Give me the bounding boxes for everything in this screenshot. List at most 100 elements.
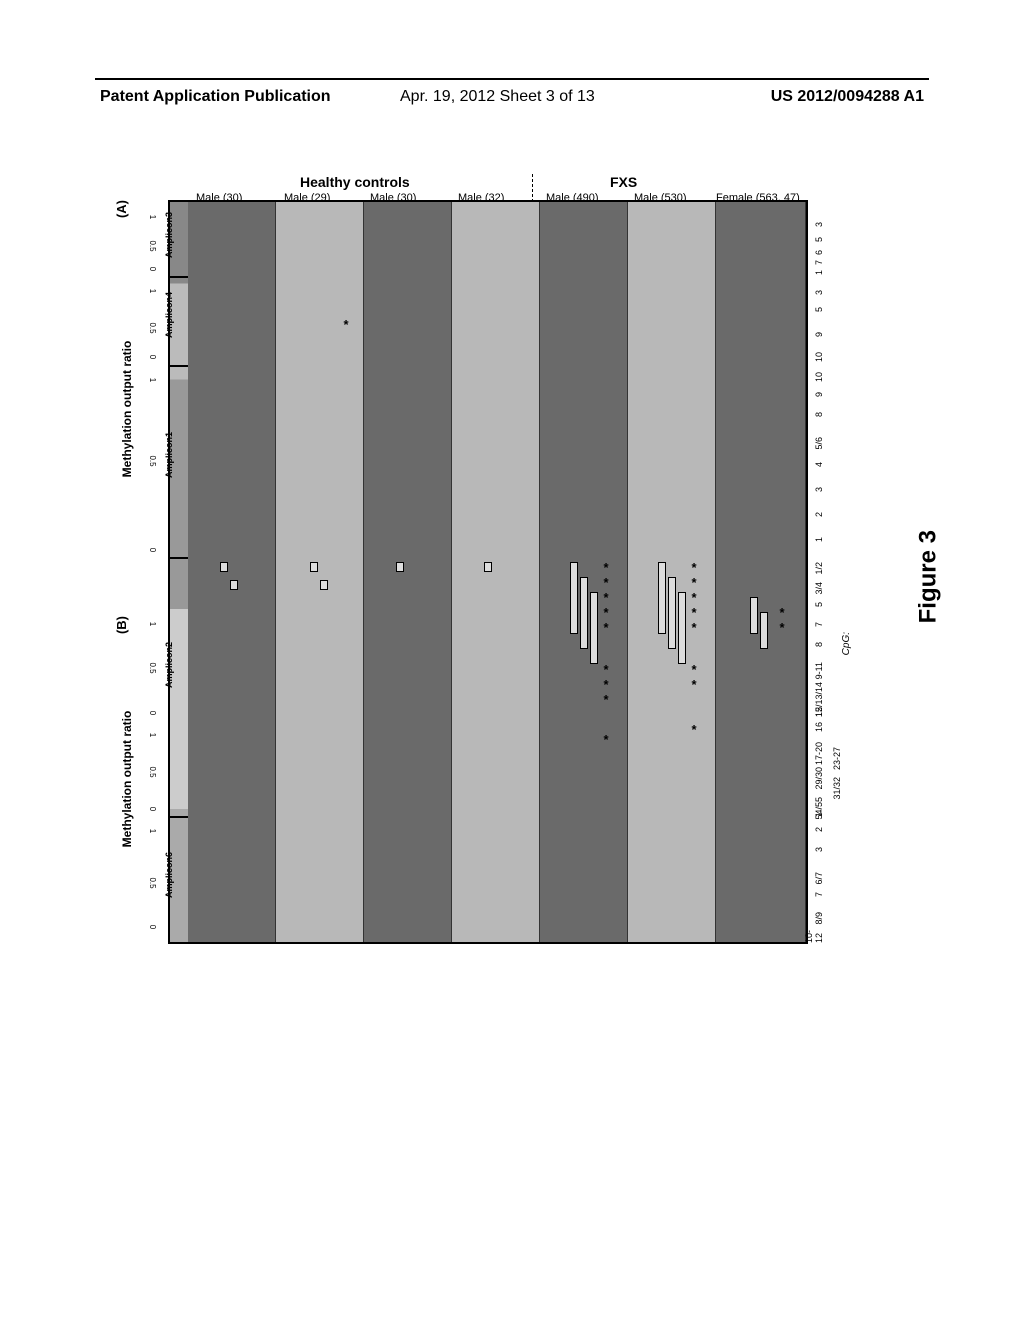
cpg-tick: 5 [814,602,824,607]
patent-page: Patent Application Publication Apr. 19, … [0,0,1024,1320]
sample-col-4 [540,202,628,942]
ytick: 0 [148,710,157,714]
star-icon: * [691,620,696,635]
bar [570,562,578,634]
cpg-tick: 3 [814,222,824,227]
bar [580,577,588,649]
ytick: 1 [148,377,157,381]
header-rule [95,78,929,80]
ytick: 0 [148,807,157,811]
ytick: 1 [148,622,157,626]
bar [484,562,492,572]
header-right: US 2012/0094288 A1 [771,88,924,106]
ytick: 0.5 [148,663,157,674]
ytick: 1 [148,733,157,737]
sample-col-0 [188,202,276,942]
bar [668,577,676,649]
bar [310,562,318,572]
cpg-tick: 6/7 [814,872,824,885]
cpg-tick: 1 [814,270,824,275]
sample-col-1 [276,202,364,942]
star-icon: * [603,692,608,707]
star-icon: * [343,317,348,332]
ytick: 0 [148,925,157,929]
cpg-tick: 7 [814,260,824,265]
cpg-tick: 16 [814,722,824,732]
cpg-tick: 23-27 [832,747,842,770]
cpg-tick: 3 [814,847,824,852]
cpg-tick: 7 [814,622,824,627]
cpg-tick: 10-12 [804,930,824,943]
star-icon: * [779,605,784,620]
ytick: 0 [148,266,157,270]
amplicon-label-strip: Amplicon3 Amplicon4 Amplicon1 Amplicon2 … [170,202,188,942]
cpg-tick: 5 [814,237,824,242]
cpg-tick: 31/32 [832,777,842,800]
cpg-tick: 5 [814,307,824,312]
group-divider-icon [532,174,533,202]
bar [220,562,228,572]
sample-col-3 [452,202,540,942]
ytick: 0 [148,548,157,552]
group-label-fxs: FXS [610,174,637,190]
bar [230,580,238,590]
star-icon: * [691,560,696,575]
star-icon: * [603,605,608,620]
y-axis-label-a: Methylation output ratio [120,341,134,478]
cpg-tick: 15 [814,707,824,717]
star-icon: * [691,722,696,737]
figure-caption: Figure 3 [914,530,942,623]
cpg-tick: 1 [814,537,824,542]
cpg-tick: 2 [814,827,824,832]
star-icon: * [603,732,608,747]
amplicon2-label: Amplicon2 [164,642,174,688]
bar [750,597,758,634]
cpg-tick: 8 [814,642,824,647]
cpg-tick: 6 [814,250,824,255]
cpg-tick: 10 [814,352,824,362]
cpg-tick: 3 [814,290,824,295]
ytick: 1 [148,829,157,833]
star-icon: * [691,575,696,590]
star-icon: * [691,605,696,620]
sample-col-6 [716,202,806,942]
cpg-tick: 8/9 [814,912,824,925]
cpg-tick: 3/4 [814,582,824,595]
ytick: 0.5 [148,455,157,466]
header-left: Patent Application Publication [100,88,331,106]
star-icon: * [691,662,696,677]
cpg-tick: 3 [814,487,824,492]
cpg-tick: 17-20 [814,742,824,765]
ytick: 0.5 [148,322,157,333]
cpg-tick: 2 [814,512,824,517]
sample-col-2 [364,202,452,942]
ytick: 0.5 [148,766,157,777]
y-axis-label-b: Methylation output ratio [120,711,134,848]
star-icon: * [603,590,608,605]
ytick: 1 [148,289,157,293]
cpg-tick: 4 [814,462,824,467]
cpg-tick: 1 [814,812,824,817]
cpg-tick: 8 [814,412,824,417]
sample-col-5 [628,202,716,942]
cpg-axis-label: CpG: [841,632,852,655]
star-icon: * [691,590,696,605]
panel-b-label: (B) [114,616,129,634]
amplicon1-label: Amplicon1 [164,432,174,478]
panel-a-label: (A) [114,200,129,218]
cpg-tick: 1/2 [814,562,824,575]
bar [678,592,686,664]
star-icon: * [603,677,608,692]
bar [590,592,598,664]
amplicon3-label: Amplicon3 [164,212,174,258]
cpg-tick: 9 [814,392,824,397]
bar [320,580,328,590]
bar [396,562,404,572]
ytick: 0.5 [148,241,157,252]
amplicon4-label: Amplicon4 [164,292,174,338]
ytick: 1 [148,215,157,219]
cpg-tick: 5/6 [814,437,824,450]
cpg-tick: 10 [814,372,824,382]
bar [658,562,666,634]
star-icon: * [603,560,608,575]
